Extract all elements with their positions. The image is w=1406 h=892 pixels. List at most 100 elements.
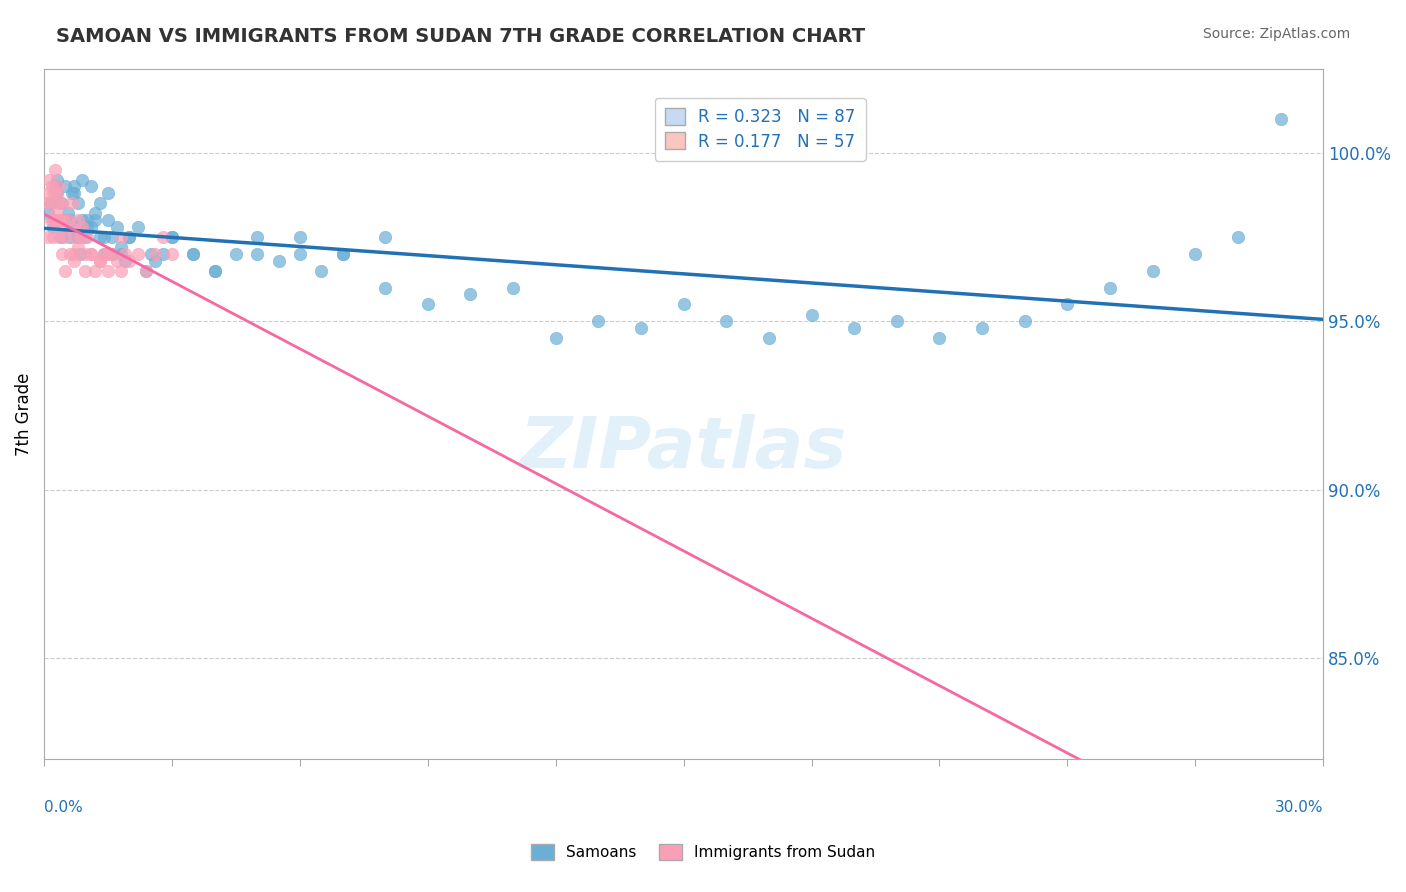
Point	[1056, 297, 1078, 311]
Text: Source: ZipAtlas.com: Source: ZipAtlas.com	[1202, 27, 1350, 41]
Point	[55, 230, 77, 244]
Point	[89, 230, 111, 244]
Point	[97, 186, 120, 201]
Point	[69, 247, 91, 261]
Point	[93, 230, 115, 244]
Point	[65, 230, 87, 244]
Point	[37, 186, 59, 201]
Point	[288, 247, 311, 261]
Point	[89, 253, 111, 268]
Point	[51, 196, 73, 211]
Point	[332, 247, 354, 261]
Text: SAMOAN VS IMMIGRANTS FROM SUDAN 7TH GRADE CORRELATION CHART: SAMOAN VS IMMIGRANTS FROM SUDAN 7TH GRAD…	[56, 27, 865, 45]
Point	[101, 247, 124, 261]
Point	[51, 230, 73, 244]
Point	[267, 253, 290, 268]
Point	[45, 186, 67, 201]
Point	[89, 196, 111, 211]
Point	[42, 230, 65, 244]
Point	[41, 179, 63, 194]
Point	[55, 179, 77, 194]
Text: 0.0%: 0.0%	[44, 800, 83, 814]
Point	[67, 240, 90, 254]
Point	[110, 247, 132, 261]
Point	[97, 263, 120, 277]
Point	[416, 297, 439, 311]
Point	[51, 247, 73, 261]
Point	[160, 230, 183, 244]
Point	[139, 247, 162, 261]
Point	[45, 172, 67, 186]
Point	[246, 247, 269, 261]
Point	[48, 230, 70, 244]
Point	[52, 213, 75, 227]
Point	[80, 219, 103, 234]
Point	[183, 247, 205, 261]
Point	[143, 253, 166, 268]
Point	[544, 331, 567, 345]
Point	[73, 247, 96, 261]
Point	[630, 321, 652, 335]
Point	[56, 206, 79, 220]
Point	[152, 247, 174, 261]
Point	[332, 247, 354, 261]
Point	[97, 247, 120, 261]
Point	[80, 179, 103, 194]
Legend: R = 0.323   N = 87, R = 0.177   N = 57: R = 0.323 N = 87, R = 0.177 N = 57	[655, 97, 866, 161]
Point	[716, 314, 738, 328]
Point	[65, 219, 87, 234]
Point	[45, 206, 67, 220]
Point	[72, 213, 94, 227]
Point	[1142, 263, 1164, 277]
Point	[118, 253, 141, 268]
Point	[45, 213, 67, 227]
Point	[59, 219, 82, 234]
Point	[37, 230, 59, 244]
Point	[1184, 247, 1206, 261]
Point	[84, 206, 107, 220]
Y-axis label: 7th Grade: 7th Grade	[15, 372, 32, 456]
Point	[60, 196, 83, 211]
Point	[67, 196, 90, 211]
Point	[114, 253, 136, 268]
Point	[204, 263, 226, 277]
Point	[844, 321, 866, 335]
Point	[97, 213, 120, 227]
Point	[59, 230, 82, 244]
Point	[588, 314, 610, 328]
Point	[84, 263, 107, 277]
Legend: Samoans, Immigrants from Sudan: Samoans, Immigrants from Sudan	[524, 838, 882, 866]
Point	[63, 253, 86, 268]
Point	[84, 213, 107, 227]
Point	[460, 287, 482, 301]
Point	[183, 247, 205, 261]
Point	[135, 263, 157, 277]
Point	[67, 230, 90, 244]
Point	[89, 253, 111, 268]
Point	[37, 206, 59, 220]
Text: ZIPatlas: ZIPatlas	[520, 414, 848, 483]
Text: 30.0%: 30.0%	[1275, 800, 1323, 814]
Point	[374, 280, 396, 294]
Point	[160, 247, 183, 261]
Point	[105, 219, 128, 234]
Point	[76, 219, 98, 234]
Point	[63, 247, 86, 261]
Point	[1098, 280, 1121, 294]
Point	[127, 247, 149, 261]
Point	[309, 263, 332, 277]
Point	[758, 331, 780, 345]
Point	[56, 213, 79, 227]
Point	[59, 213, 82, 227]
Point	[55, 263, 77, 277]
Point	[246, 230, 269, 244]
Point	[502, 280, 524, 294]
Point	[73, 230, 96, 244]
Point	[55, 213, 77, 227]
Point	[38, 172, 60, 186]
Point	[67, 213, 90, 227]
Point	[72, 219, 94, 234]
Point	[1270, 112, 1292, 126]
Point	[59, 247, 82, 261]
Point	[93, 247, 115, 261]
